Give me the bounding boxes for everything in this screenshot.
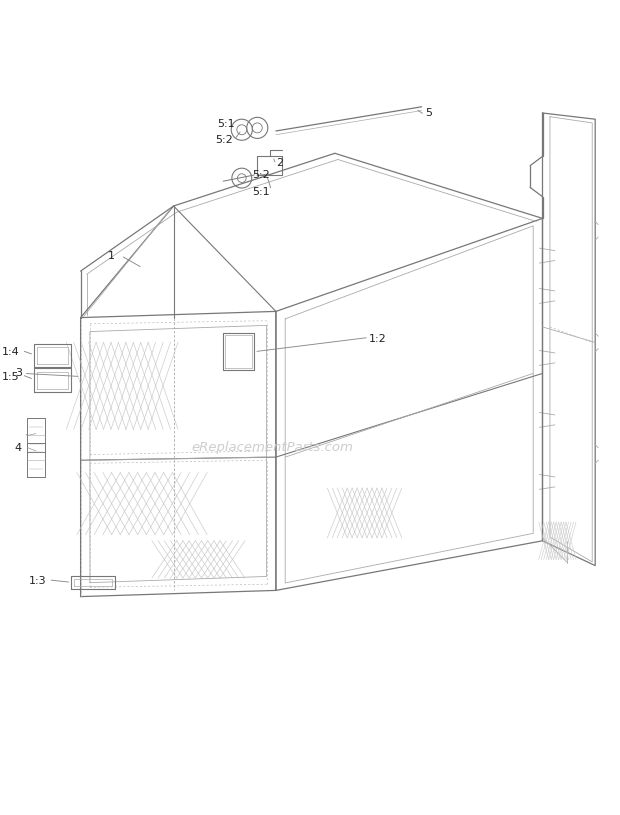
Text: 5:2: 5:2 (252, 170, 270, 180)
Text: 1:5: 1:5 (2, 372, 20, 381)
Text: 4: 4 (15, 443, 22, 453)
Text: 3: 3 (15, 368, 22, 378)
Text: 2: 2 (276, 157, 283, 168)
Text: 1:4: 1:4 (2, 346, 20, 357)
Text: 5: 5 (425, 108, 432, 118)
Text: 1:2: 1:2 (369, 334, 387, 344)
Text: 5:2: 5:2 (215, 134, 232, 144)
Text: 5:1: 5:1 (252, 187, 270, 196)
Text: 1: 1 (108, 250, 115, 261)
Text: 5:1: 5:1 (217, 118, 234, 129)
Text: 1:3: 1:3 (29, 576, 46, 586)
Text: eReplacementParts.com: eReplacementParts.com (192, 441, 354, 454)
